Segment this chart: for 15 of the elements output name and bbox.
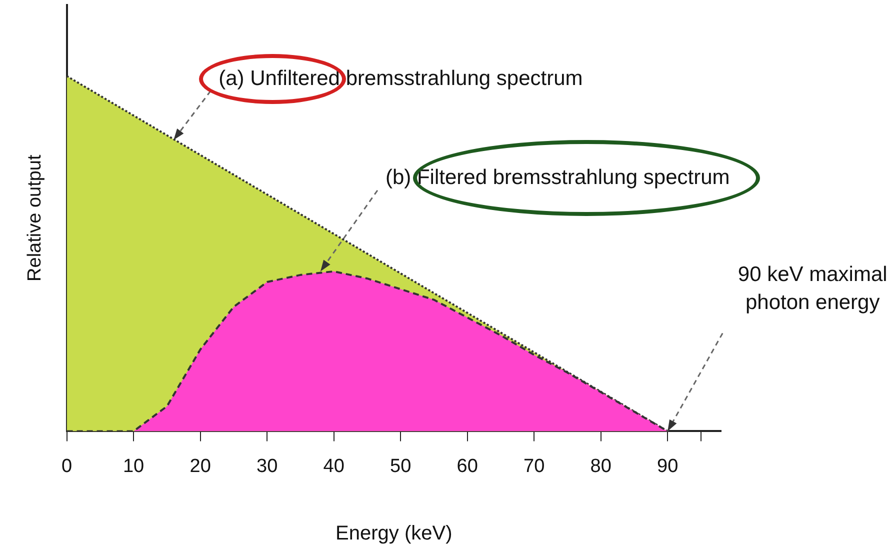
annotation: (b) Filtered bremsstrahlung spectrum <box>385 166 730 190</box>
y-axis-title: Relative output <box>24 154 46 282</box>
x-tick-label: 50 <box>390 456 412 477</box>
x-tick-label: 20 <box>190 456 211 477</box>
annotation: (a) Unfiltered bremsstrahlung spectrum <box>218 66 583 90</box>
x-tick-label: 10 <box>122 456 144 477</box>
x-tick-label: 90 <box>657 456 678 477</box>
x-tick-label: 30 <box>256 456 278 477</box>
x-tick-label: 40 <box>323 456 344 477</box>
x-tick-label: 70 <box>524 456 545 477</box>
x-tick-label: 80 <box>590 456 612 477</box>
annotation: 90 keV maximal photon energy <box>738 262 888 314</box>
x-tick-label: 0 <box>62 456 72 477</box>
x-axis-title: Energy (keV) <box>336 522 452 545</box>
x-tick-label: 60 <box>456 456 478 477</box>
